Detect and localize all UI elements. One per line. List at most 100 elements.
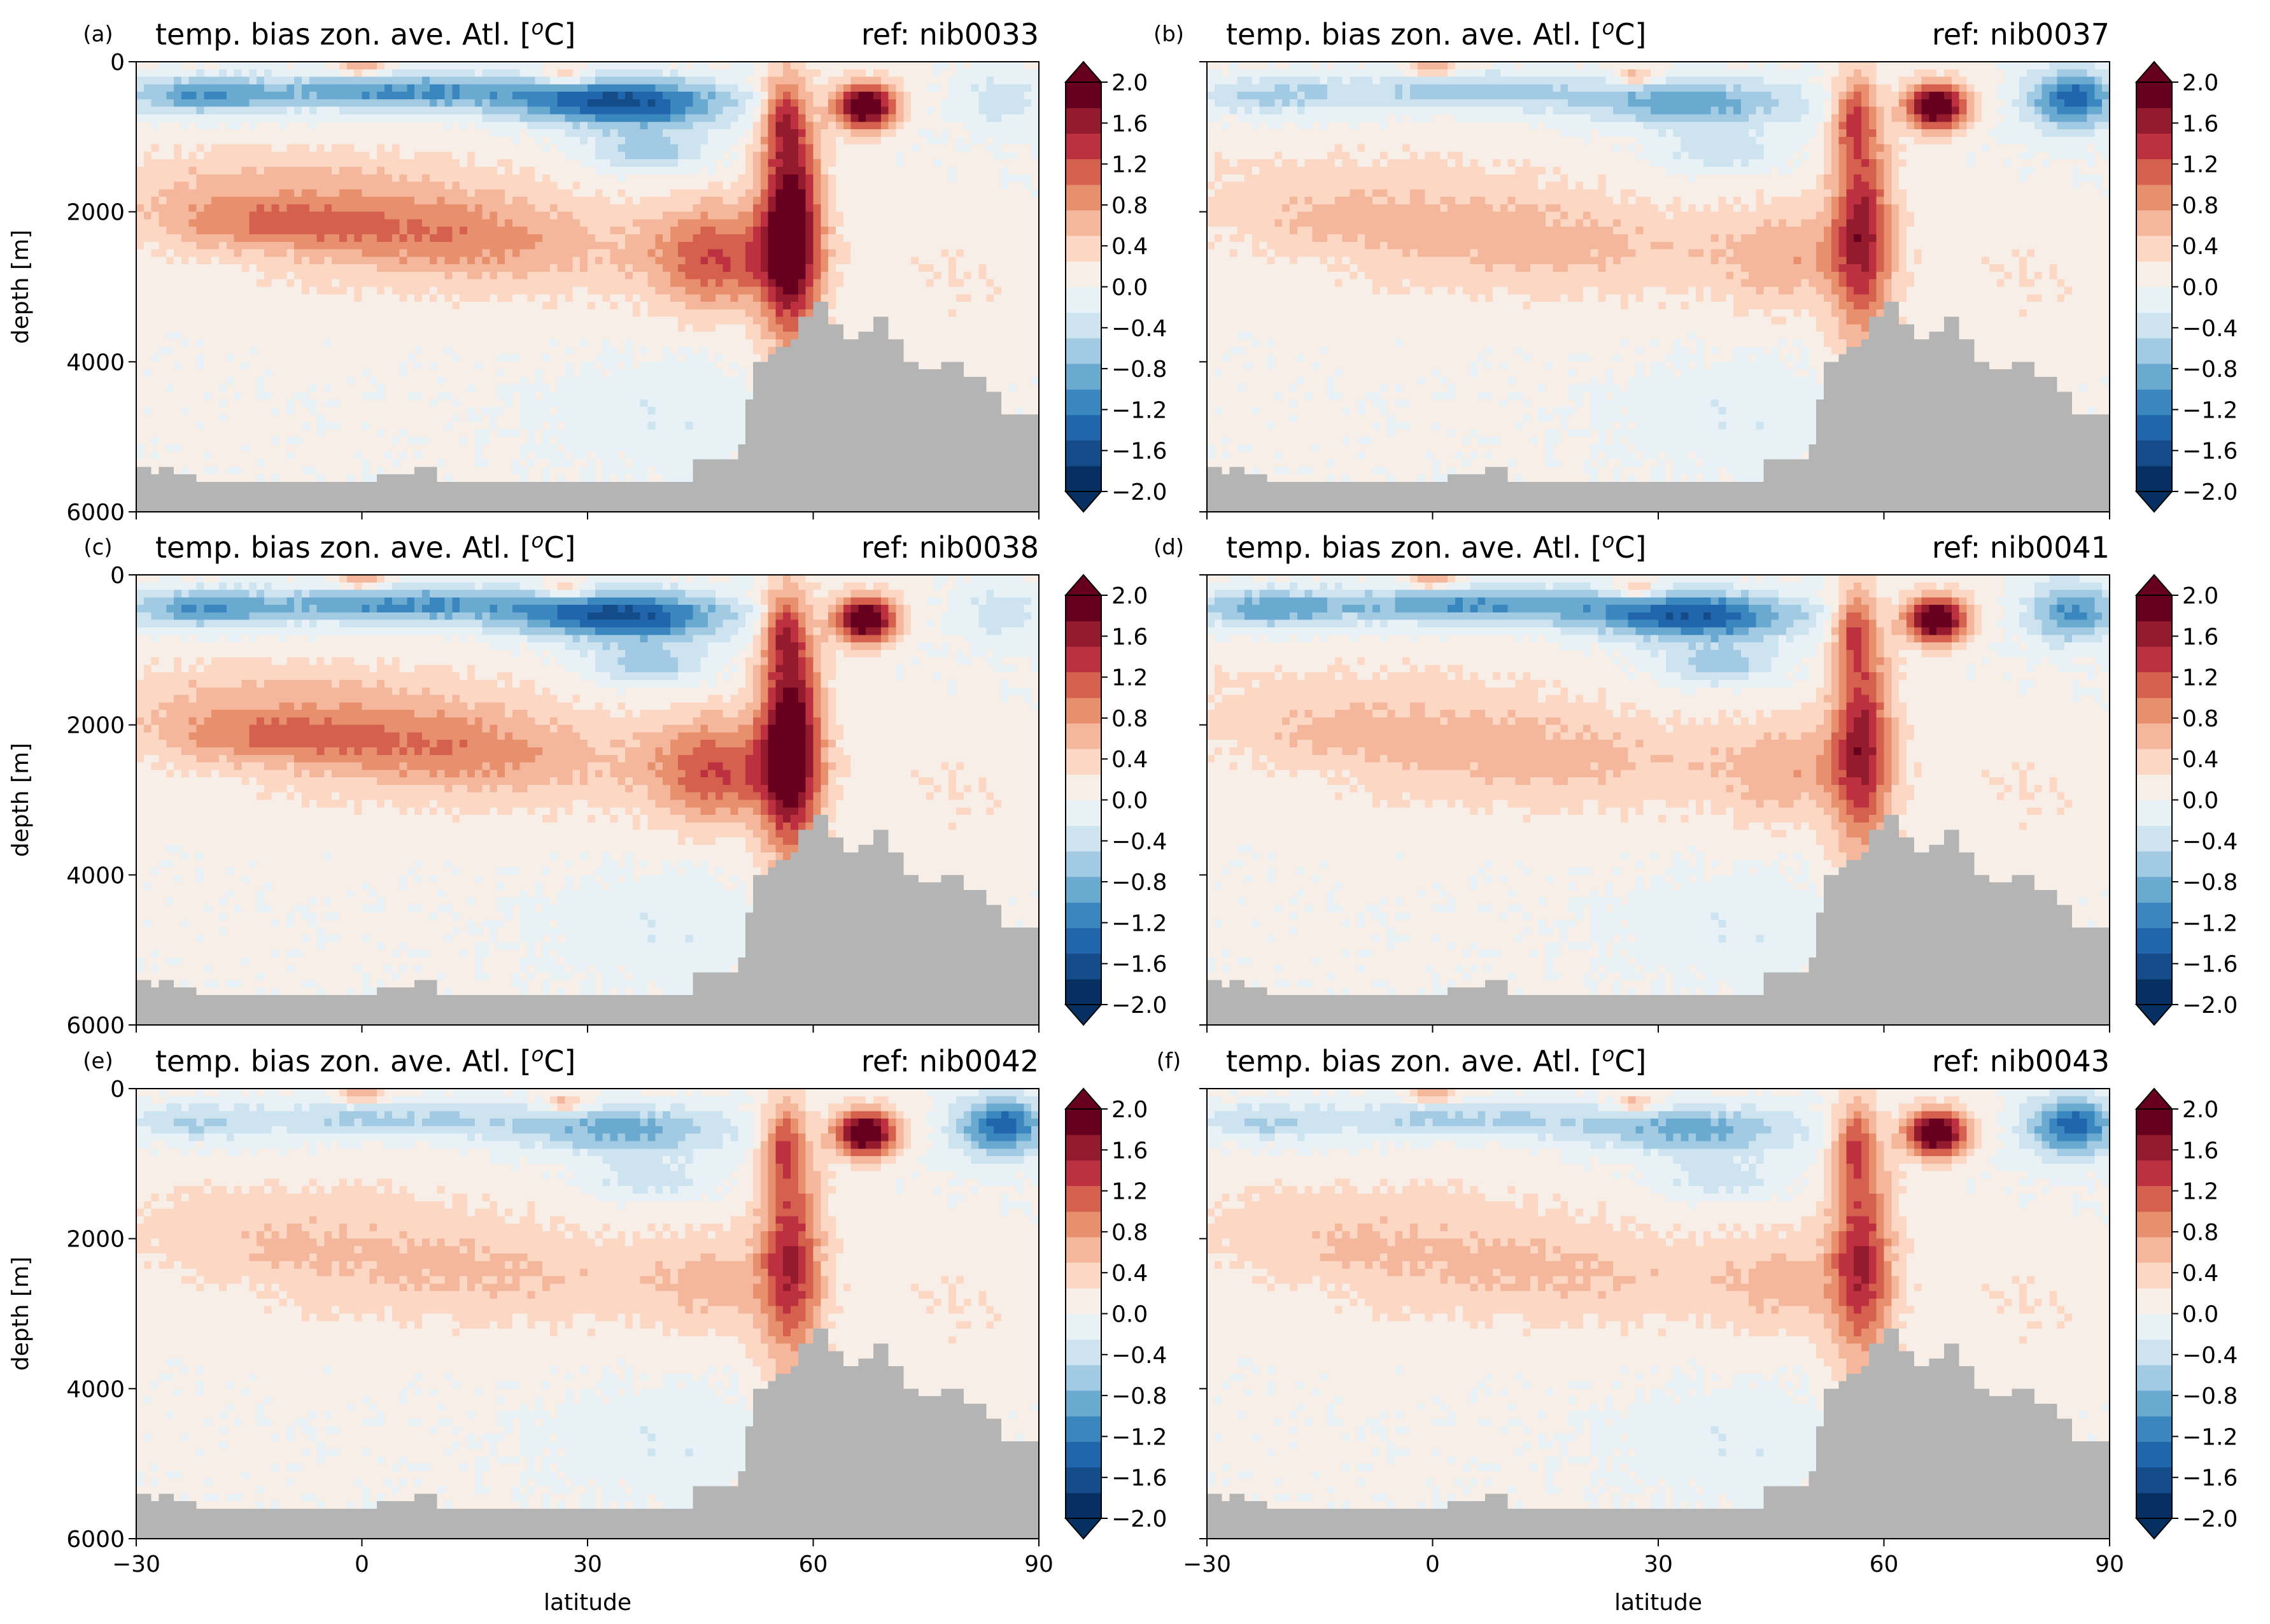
heatmap-cell: [347, 504, 355, 512]
heatmap-cell: [152, 257, 159, 264]
heatmap-cell: [204, 474, 211, 482]
heatmap-cell: [716, 122, 723, 129]
heatmap-cell: [505, 324, 512, 332]
heatmap-cell: [663, 257, 670, 264]
heatmap-cell: [693, 264, 700, 272]
heatmap-cell: [640, 279, 648, 287]
heatmap-cell: [693, 227, 700, 234]
heatmap-cell: [272, 385, 279, 392]
heatmap-cell: [355, 197, 362, 204]
heatmap-cell: [181, 159, 189, 167]
heatmap-cell: [234, 242, 242, 250]
heatmap-cell: [731, 227, 738, 234]
heatmap-cell: [588, 242, 595, 250]
heatmap-cell: [527, 399, 535, 407]
heatmap-cell: [542, 204, 550, 212]
heatmap-cell: [332, 422, 339, 430]
heatmap-cell: [189, 474, 197, 482]
heatmap-cell: [678, 302, 686, 309]
heatmap-cell: [197, 294, 204, 302]
heatmap-cell: [723, 99, 731, 107]
heatmap-cell: [550, 227, 558, 234]
heatmap-cell: [234, 355, 242, 362]
heatmap-cell: [648, 174, 656, 182]
heatmap-cell: [437, 294, 445, 302]
heatmap-cell: [460, 189, 467, 197]
heatmap-cell: [249, 437, 257, 444]
heatmap-cell: [700, 429, 708, 437]
heatmap-cell: [520, 482, 528, 490]
heatmap-cell: [572, 227, 580, 234]
heatmap-cell: [362, 287, 370, 295]
heatmap-cell: [663, 77, 670, 85]
heatmap-cell: [392, 294, 400, 302]
heatmap-cell: [166, 264, 174, 272]
heatmap-cell: [580, 159, 588, 167]
heatmap-cell: [286, 490, 294, 497]
heatmap-cell: [302, 114, 309, 122]
heatmap-cell: [483, 444, 490, 452]
heatmap-cell: [663, 339, 670, 347]
heatmap-cell: [678, 152, 686, 159]
heatmap-cell: [272, 227, 279, 234]
heatmap-cell: [625, 504, 633, 512]
heatmap-cell: [723, 474, 731, 482]
heatmap-cell: [475, 377, 483, 385]
heatmap-cell: [558, 309, 565, 317]
heatmap-cell: [588, 355, 595, 362]
heatmap-cell: [686, 107, 693, 115]
heatmap-cell: [302, 474, 309, 482]
heatmap-cell: [535, 324, 542, 332]
heatmap-cell: [670, 399, 678, 407]
heatmap-cell: [279, 279, 287, 287]
heatmap-cell: [460, 377, 467, 385]
heatmap-cell: [189, 279, 197, 287]
heatmap-cell: [430, 77, 437, 85]
heatmap-cell: [520, 414, 528, 422]
heatmap-cell: [670, 77, 678, 85]
heatmap-cell: [625, 490, 633, 497]
heatmap-cell: [272, 145, 279, 152]
heatmap-cell: [558, 369, 565, 377]
heatmap-cell: [430, 287, 437, 295]
heatmap-cell: [369, 504, 377, 512]
heatmap-cell: [294, 482, 302, 490]
heatmap-cell: [595, 467, 603, 474]
heatmap-cell: [400, 152, 407, 159]
heatmap-cell: [152, 99, 159, 107]
heatmap-cell: [219, 362, 227, 369]
heatmap-cell: [324, 107, 332, 115]
heatmap-cell: [279, 452, 287, 460]
heatmap-cell: [264, 504, 272, 512]
heatmap-cell: [181, 250, 189, 257]
heatmap-cell: [166, 399, 174, 407]
heatmap-cell: [392, 159, 400, 167]
heatmap-cell: [625, 137, 633, 145]
heatmap-cell: [633, 429, 640, 437]
heatmap-cell: [407, 279, 414, 287]
heatmap-cell: [603, 129, 610, 137]
heatmap-cell: [189, 122, 197, 129]
heatmap-cell: [663, 182, 670, 190]
heatmap-cell: [339, 302, 347, 309]
heatmap-cell: [152, 182, 159, 190]
heatmap-cell: [633, 482, 640, 490]
heatmap-cell: [670, 92, 678, 99]
heatmap-cell: [302, 107, 309, 115]
heatmap-cell: [580, 62, 588, 69]
heatmap-cell: [430, 422, 437, 430]
heatmap-cell: [422, 189, 430, 197]
heatmap-cell: [648, 77, 656, 85]
heatmap-cell: [655, 197, 663, 204]
heatmap-cell: [716, 339, 723, 347]
heatmap-cell: [723, 107, 731, 115]
heatmap-cell: [144, 279, 152, 287]
heatmap-cell: [384, 152, 392, 159]
heatmap-cell: [400, 414, 407, 422]
heatmap-cell: [693, 422, 700, 430]
heatmap-cell: [166, 422, 174, 430]
heatmap-cell: [708, 437, 716, 444]
heatmap-cell: [617, 152, 625, 159]
heatmap-cell: [227, 309, 234, 317]
heatmap-cell: [241, 490, 249, 497]
